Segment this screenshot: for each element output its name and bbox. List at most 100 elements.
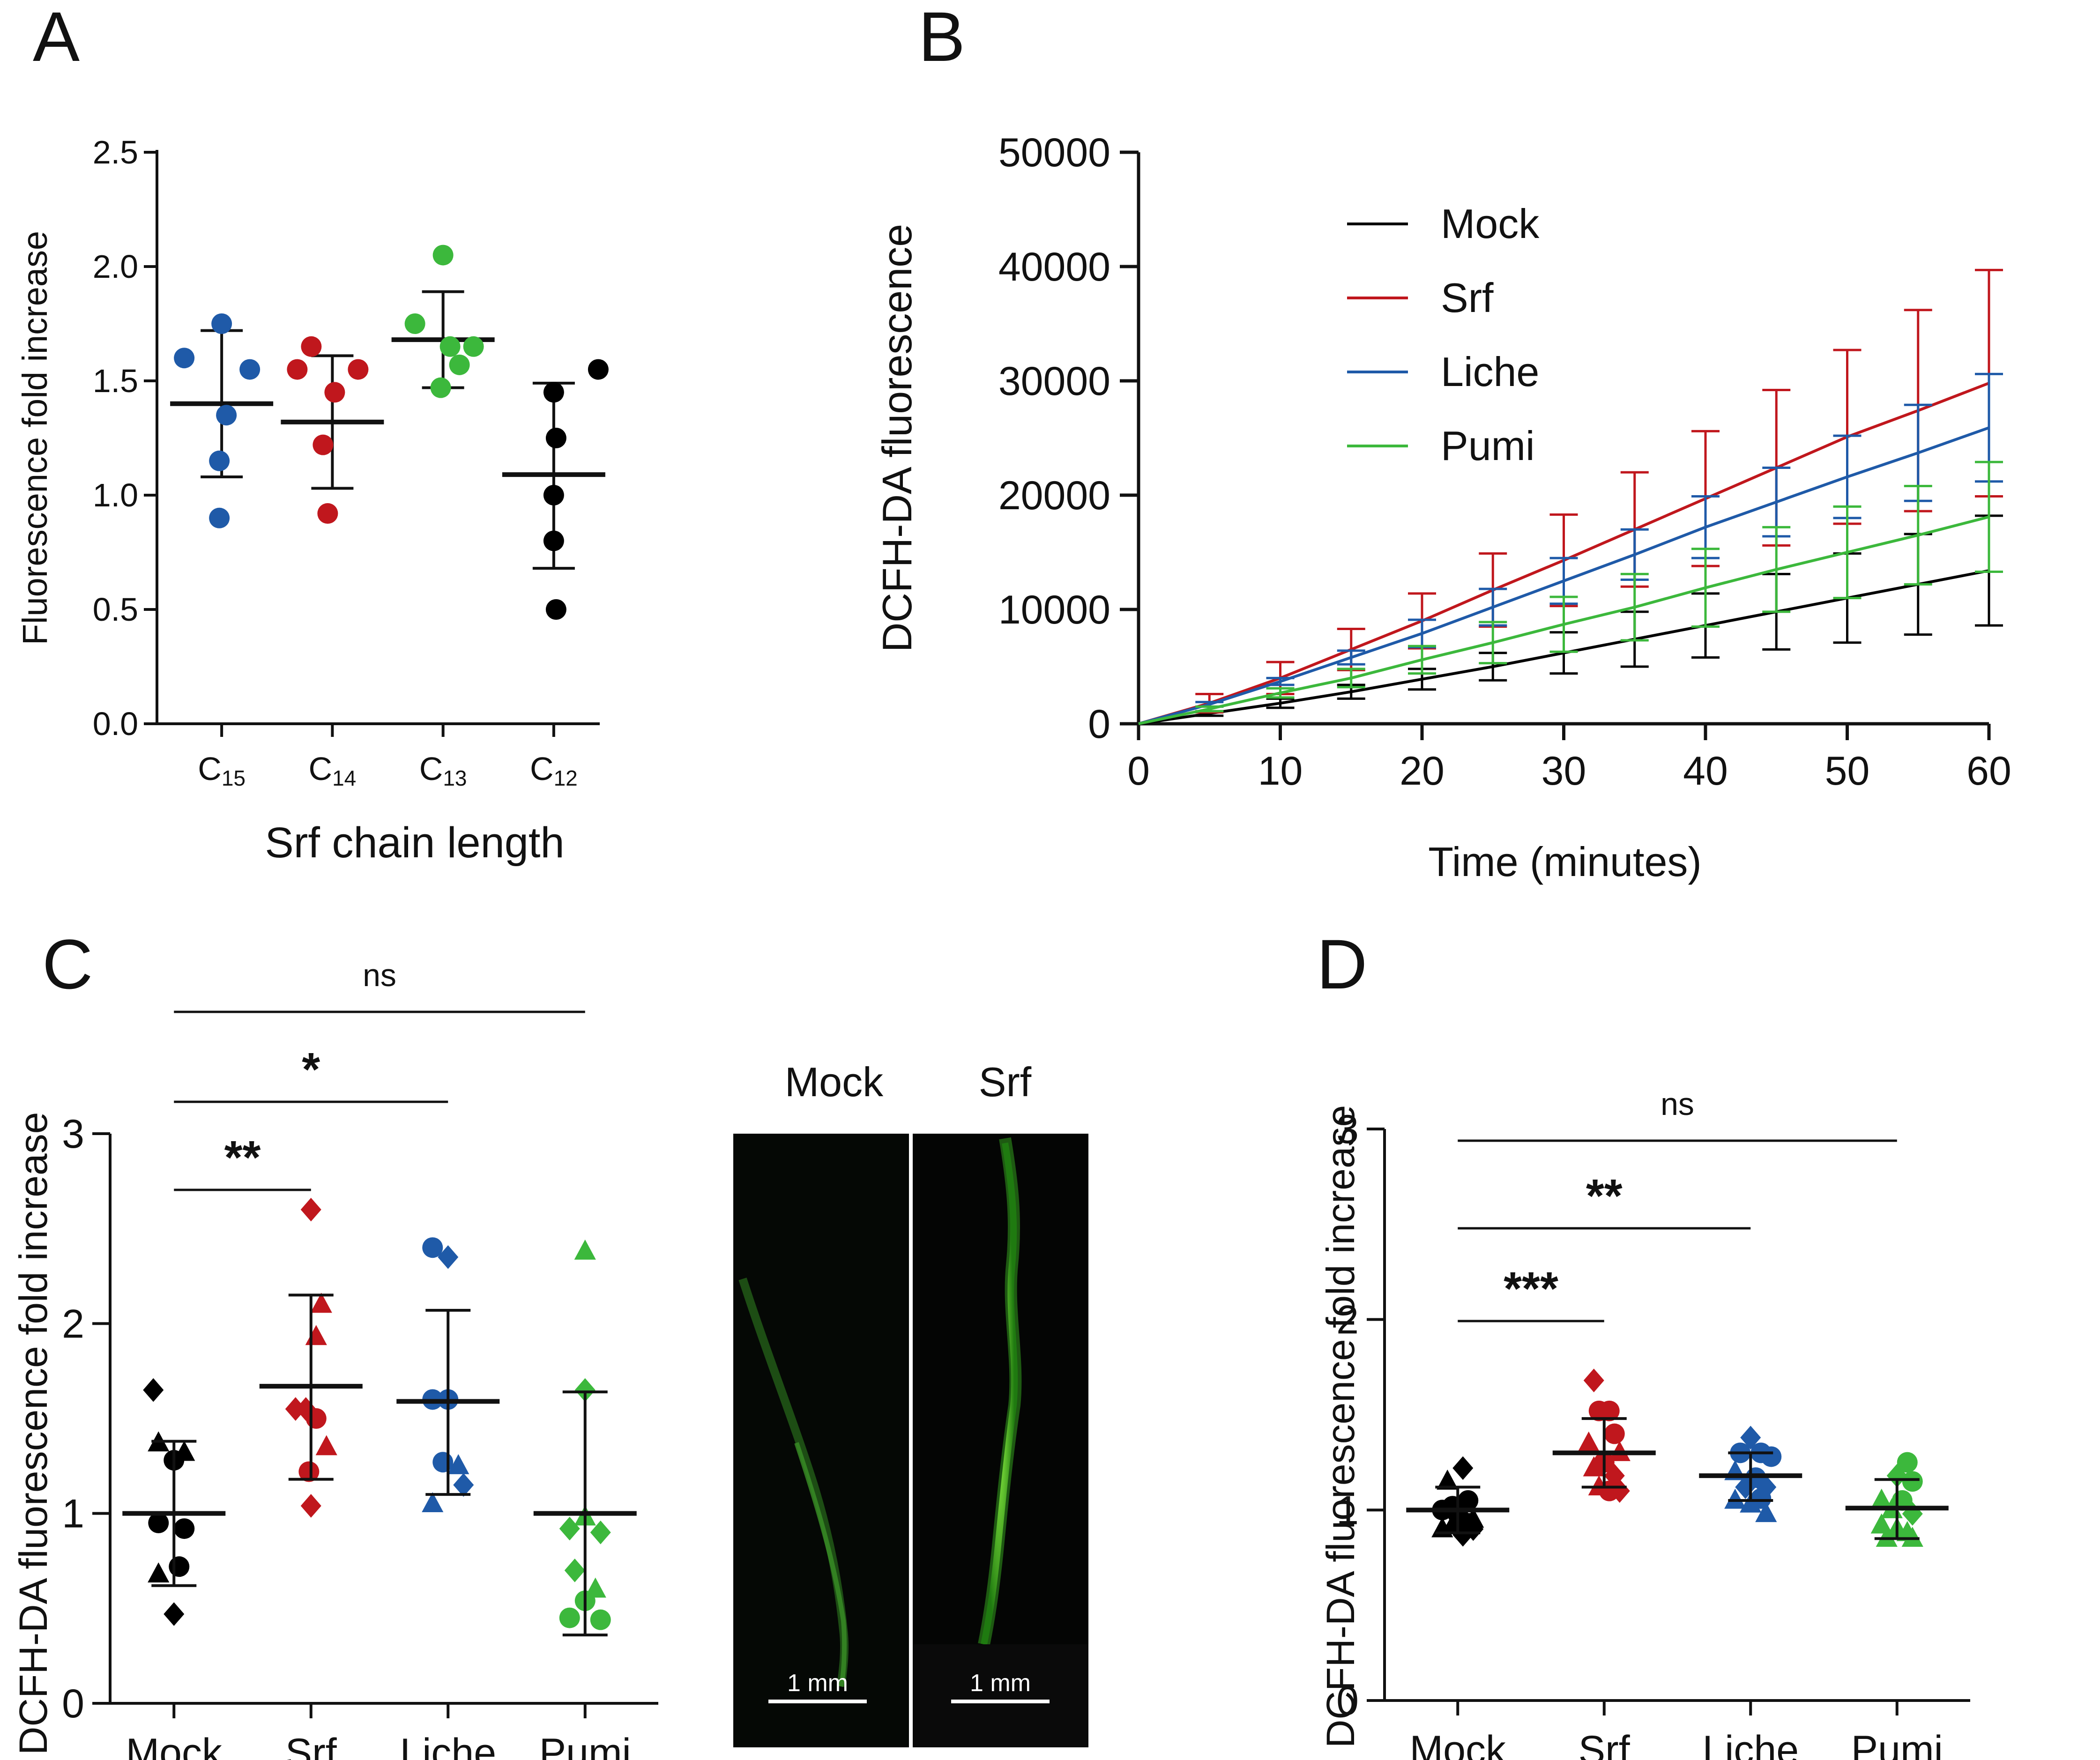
- data-point: [1583, 1368, 1604, 1393]
- data-point: [1901, 1527, 1923, 1547]
- legend-label: Pumi: [1441, 423, 1535, 469]
- root-images: Mock Srf 1 mm 1 mm: [733, 1059, 1088, 1747]
- data-point: [174, 1518, 195, 1539]
- data-point: [348, 359, 369, 380]
- y-tick-label: 1: [62, 1492, 84, 1537]
- y-tick-label: 1: [1336, 1488, 1359, 1533]
- x-tick-label: 50: [1825, 749, 1870, 794]
- data-point: [209, 507, 230, 528]
- x-tick-label: 60: [1966, 749, 2011, 794]
- image-label-mock: Mock: [785, 1059, 884, 1105]
- data-point: [422, 1237, 443, 1258]
- data-point: [1902, 1471, 1923, 1492]
- y-tick-label: 0.5: [93, 591, 138, 628]
- x-tick-label: 0: [1127, 749, 1150, 794]
- y-tick-label: 2: [1336, 1298, 1359, 1343]
- data-point: [216, 405, 237, 426]
- data-point: [545, 428, 566, 448]
- y-tick-label: 2.0: [93, 248, 138, 285]
- data-point: [559, 1516, 580, 1541]
- y-tick-label: 2.5: [93, 134, 138, 171]
- data-point: [1452, 1456, 1474, 1480]
- significance-label: **: [224, 1131, 261, 1184]
- x-tick-label: C12: [530, 750, 578, 790]
- x-tick-label: C15: [198, 750, 246, 790]
- y-axis-title: Fluorescence fold increase: [15, 231, 54, 645]
- y-tick-label: 1.0: [93, 477, 138, 513]
- data-point: [1458, 1513, 1479, 1534]
- x-axis-title: Time (minutes): [1428, 839, 1701, 885]
- scale-bar-label-mock: 1 mm: [787, 1670, 848, 1697]
- data-point: [1870, 1488, 1892, 1509]
- data-point: [148, 1562, 170, 1582]
- y-tick-label: 0: [1336, 1678, 1359, 1723]
- significance-label: ***: [1504, 1262, 1558, 1315]
- data-point: [317, 503, 338, 524]
- data-point: [543, 382, 564, 403]
- data-point: [449, 354, 470, 375]
- data-point: [300, 1197, 321, 1222]
- data-point: [1897, 1452, 1918, 1473]
- mock-root-image: [733, 1134, 909, 1747]
- y-tick-label: 50000: [998, 130, 1110, 175]
- data-point: [143, 1378, 164, 1402]
- srf-image-lower-band: [913, 1644, 1088, 1747]
- data-point: [543, 485, 564, 505]
- mock-root-glow: [794, 1442, 847, 1687]
- x-tick-label: C14: [309, 750, 357, 790]
- data-point: [1886, 1463, 1907, 1488]
- data-point: [324, 382, 345, 403]
- y-tick-label: 30000: [998, 359, 1110, 404]
- data-point: [169, 1556, 190, 1577]
- data-point: [590, 1520, 611, 1545]
- data-point: [543, 530, 564, 551]
- data-point: [174, 348, 195, 369]
- y-tick-label: 3: [1336, 1107, 1359, 1152]
- x-tick-label: 40: [1683, 749, 1728, 794]
- y-tick-label: 20000: [998, 473, 1110, 518]
- panel-a-chart: 0.0 0.5 1.0 1.5 2.0 2.5 C15 C14 C13 C12 Fluorescen…: [15, 134, 609, 867]
- y-axis-title: DCFH-DA fluorescence fold increase: [11, 1112, 55, 1755]
- data-point: [164, 1602, 185, 1626]
- data-point: [1876, 1527, 1898, 1547]
- data-point: [301, 336, 322, 357]
- data-point: [1599, 1400, 1620, 1421]
- data-point: [453, 1473, 474, 1497]
- panel-label-a: A: [33, 0, 80, 76]
- x-tick-label: Pumi: [1851, 1728, 1943, 1760]
- data-point: [1437, 1470, 1459, 1490]
- srf-root-glow: [981, 1142, 1018, 1645]
- data-point: [1599, 1480, 1620, 1501]
- x-tick-label: Liche: [400, 1730, 496, 1760]
- series-line-liche: [1138, 426, 1990, 725]
- panel-label-c: C: [42, 925, 93, 1003]
- data-point: [564, 1558, 585, 1582]
- data-point: [559, 1607, 580, 1628]
- y-tick-label: 3: [62, 1112, 84, 1157]
- y-tick-label: 1.5: [93, 363, 138, 399]
- significance-label: ns: [1661, 1086, 1694, 1122]
- data-point: [588, 359, 609, 380]
- data-point: [447, 1454, 469, 1474]
- panel-b-chart: 0 10000 20000 30000 40000 50000 0 10 20 30 40 50 60 M…: [874, 130, 2011, 885]
- y-tick-label: 0: [62, 1681, 84, 1726]
- data-point: [1442, 1496, 1463, 1517]
- significance-label: *: [302, 1043, 320, 1096]
- data-point: [545, 599, 566, 620]
- y-tick-label: 2: [62, 1301, 84, 1346]
- data-point: [313, 434, 334, 455]
- data-point: [310, 1292, 332, 1313]
- legend-label: Srf: [1441, 275, 1494, 321]
- legend-label: Mock: [1441, 201, 1540, 247]
- data-point: [287, 359, 308, 380]
- data-point: [430, 377, 451, 398]
- y-tick-label: 0: [1088, 702, 1110, 747]
- y-axis-title: DCFH-DA fluorescence: [874, 224, 920, 653]
- data-point: [574, 1240, 596, 1260]
- x-tick-label: Srf: [1579, 1728, 1631, 1760]
- data-point: [1452, 1522, 1474, 1547]
- data-point: [1583, 1456, 1605, 1477]
- data-point: [305, 1325, 327, 1345]
